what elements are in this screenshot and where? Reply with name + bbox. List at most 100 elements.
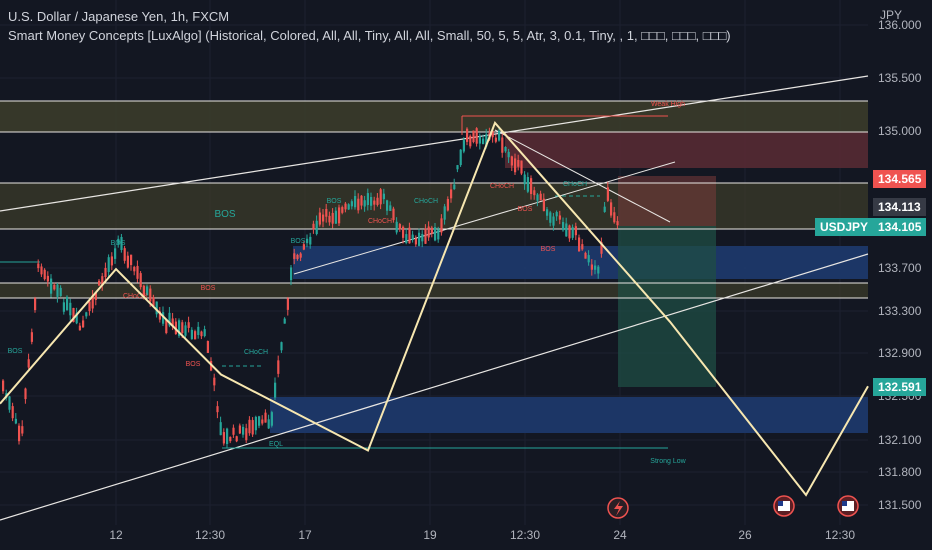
candle-body [50, 278, 53, 294]
candle-body [21, 426, 24, 434]
candle-body [398, 224, 401, 230]
candle-body [504, 147, 507, 152]
us-flag-canton-icon [842, 501, 847, 506]
smc-label: BOS [8, 348, 23, 355]
candle-body [581, 244, 584, 250]
zigzag-line [0, 121, 869, 497]
price-tag-stop: 134.565 [873, 170, 927, 188]
candle-body [130, 254, 133, 266]
candle-body [565, 223, 568, 237]
candle-body [331, 212, 334, 224]
candle-body [190, 329, 193, 340]
candle-body [126, 255, 129, 268]
position-stop-zone [618, 176, 716, 226]
y-tick-label: 133.300 [878, 304, 922, 318]
candle-body [155, 301, 158, 315]
candle-body [475, 128, 478, 144]
candle-body [56, 284, 59, 297]
candle-body [414, 238, 417, 245]
candle-body [162, 312, 165, 324]
symbol-tag[interactable]: USDJPY [815, 218, 874, 236]
candle-body [43, 269, 46, 280]
candle-body [11, 406, 14, 419]
candle-body [149, 288, 152, 302]
candle-body [450, 189, 453, 199]
candle-body [165, 319, 168, 334]
x-tick-label: 12:30 [510, 528, 540, 542]
time-axis[interactable]: 12 12:30 17 19 12:30 24 26 12:30 [109, 528, 855, 542]
candle-body [306, 238, 309, 244]
channel-lower-line[interactable] [0, 253, 869, 521]
candle-body [200, 331, 203, 337]
demand-zone-lower [270, 397, 868, 433]
candle-body [328, 215, 331, 223]
indicator-title[interactable]: Smart Money Concepts [LuxAlgo] (Historic… [8, 28, 731, 43]
smc-label: Strong Low [650, 458, 686, 465]
currency-label: JPY [880, 8, 903, 22]
y-tick-label: 135.500 [878, 71, 922, 85]
candle-body [440, 218, 443, 233]
symbol-title[interactable]: U.S. Dollar / Japanese Yen, 1h, FXCM [8, 9, 230, 24]
candle-body [542, 198, 545, 212]
candle-body [261, 419, 264, 424]
us-flag-glyph-icon [842, 501, 854, 511]
last-price-tag: 134.105 [873, 218, 927, 236]
smc-label: BOS [518, 206, 533, 213]
candle-body [498, 130, 501, 141]
candle-body [437, 229, 440, 240]
candle-body [392, 208, 395, 221]
candle-body [117, 238, 120, 244]
smc-label: CHoCH [368, 218, 392, 225]
channel-upper-line[interactable] [0, 75, 869, 212]
trend-line[interactable] [293, 161, 676, 275]
smc-label: CHoCH [244, 349, 268, 356]
candle-body [85, 312, 88, 317]
candle-body [158, 311, 161, 320]
candle-body [40, 266, 43, 275]
candle-body [229, 436, 232, 442]
candle-body [501, 137, 504, 153]
candle-body [434, 227, 437, 241]
candle-body [523, 174, 526, 185]
candle-body [30, 332, 33, 342]
smc-label: CHoCH [563, 181, 587, 188]
candle-body [334, 210, 337, 224]
candle-body [213, 377, 216, 386]
candle-body [370, 196, 373, 206]
supply-zone [505, 132, 868, 168]
candle-body [309, 236, 312, 245]
smc-label: CHoCH [490, 183, 514, 190]
smc-label: BOS [186, 361, 201, 368]
candle-body [482, 138, 485, 145]
candle-body [376, 197, 379, 205]
candle-body [78, 325, 81, 331]
candle-body [293, 253, 296, 259]
candle-body [597, 266, 600, 274]
candle-body [418, 232, 421, 246]
candle-body [590, 264, 593, 270]
candle-body [101, 276, 104, 286]
candle-body [363, 200, 366, 207]
candle-body [517, 160, 520, 167]
candle-body [274, 382, 277, 398]
candle-body [290, 267, 293, 281]
candle-body [181, 322, 184, 334]
y-tick-label: 133.700 [878, 261, 922, 275]
candle-body [24, 388, 27, 400]
candle-body [18, 425, 21, 442]
candle-body [520, 160, 523, 174]
candle-body [219, 422, 222, 436]
candle-body [507, 151, 510, 158]
candle-body [187, 322, 190, 328]
candle-body [446, 199, 449, 211]
candle-body [443, 206, 446, 220]
smc-label: BOS [111, 240, 126, 247]
candle-body [299, 253, 302, 258]
candle-body [344, 203, 347, 210]
smc-label: BOS [214, 209, 235, 220]
candle-body [2, 380, 5, 392]
trend-line[interactable] [494, 129, 671, 223]
candle-body [424, 228, 427, 244]
candle-body [283, 318, 286, 324]
